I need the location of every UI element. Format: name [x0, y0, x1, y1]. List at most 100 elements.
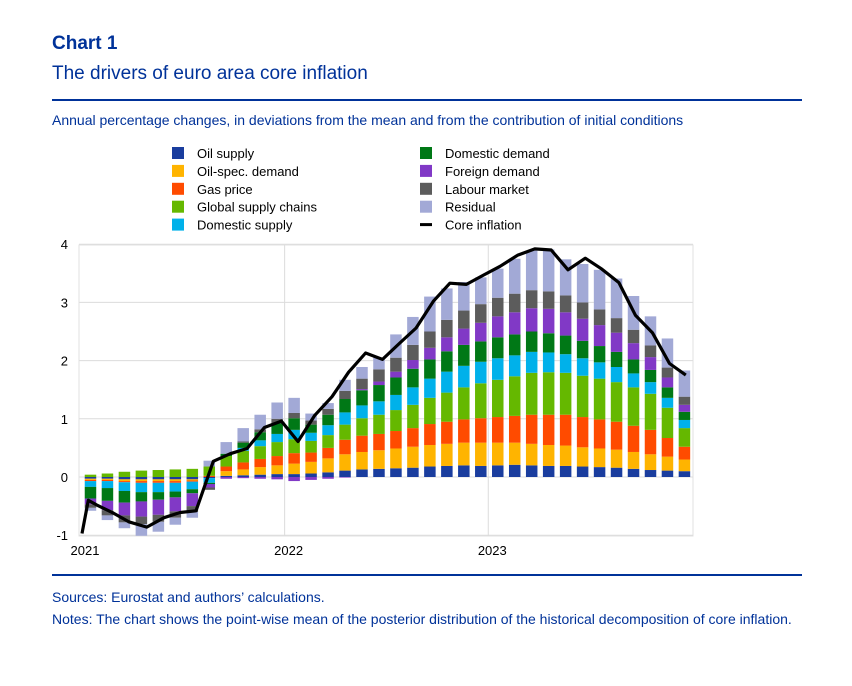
- bar-segment-oil_supply: [542, 465, 555, 477]
- legend-swatch-oil_supply: [172, 147, 184, 159]
- bar-segment-domestic_supply: [390, 394, 402, 411]
- bar-segment-gas_price: [678, 446, 691, 460]
- bar-segment-oil_supply: [118, 477, 131, 480]
- bar-segment-oil_supply: [186, 477, 199, 480]
- bar-segment-domestic_supply: [458, 365, 470, 388]
- bar-segment-oil_supply: [424, 466, 436, 477]
- y-tick-label: 4: [61, 237, 68, 252]
- bar-segment-domestic_supply: [118, 482, 131, 491]
- bar-segment-oil_supply: [322, 472, 334, 477]
- bar-segment-oil_supply: [339, 470, 351, 477]
- bar-segment-domestic_supply: [441, 371, 453, 393]
- bar-segment-oil_supply: [169, 477, 182, 480]
- bar-segment-global_supply: [220, 456, 232, 467]
- bar-segment-oil_demand: [576, 447, 589, 467]
- bar-segment-labour_market: [84, 504, 97, 508]
- bar-segment-domestic_supply: [339, 412, 351, 425]
- bar-segment-residual: [610, 278, 623, 319]
- bar-segment-residual: [186, 511, 199, 518]
- x-tick-label: 2022: [274, 543, 303, 558]
- y-tick-label: 1: [61, 412, 68, 427]
- bar-segment-gas_price: [542, 414, 555, 445]
- bar-segment-residual: [441, 288, 453, 320]
- bar-segment-global_supply: [118, 471, 131, 477]
- bar-segment-gas_price: [593, 419, 606, 449]
- bar-segment-oil_demand: [288, 463, 300, 475]
- core-inflation-line-layer: [80, 247, 687, 534]
- bar-segment-foreign_demand: [390, 371, 402, 378]
- bar-segment-residual: [475, 277, 487, 305]
- sources-note: Sources: Eurostat and authors’ calculati…: [52, 589, 325, 605]
- bar-segment-global_supply: [678, 428, 691, 447]
- bar-segment-domestic_supply: [492, 358, 504, 380]
- axis-labels: -1 0 1 2 3 4 2021 2022 2023: [56, 237, 506, 558]
- bar-segment-foreign_demand: [186, 493, 199, 507]
- bar-segment-oil_supply: [475, 465, 487, 477]
- bar-segment-domestic_supply: [627, 373, 640, 388]
- bar-segment-residual: [118, 522, 131, 529]
- legend-label: Labour market: [445, 182, 529, 197]
- bar-segment-residual: [220, 442, 232, 454]
- bar-segment-labour_market: [186, 506, 199, 512]
- bar-segment-foreign_demand: [288, 477, 300, 482]
- bar-segment-domestic_demand: [508, 334, 521, 356]
- legend-swatch-global_supply: [172, 200, 184, 213]
- bar-segment-domestic_supply: [593, 362, 606, 379]
- bar-segment-oil_demand: [508, 442, 521, 465]
- plot-frame: [78, 244, 694, 537]
- bar-segment-oil_demand: [135, 479, 148, 482]
- bar-segment-oil_demand: [610, 449, 623, 468]
- bar-segment-residual: [169, 517, 182, 525]
- bar-segment-domestic_demand: [627, 359, 640, 374]
- legend-swatch-gas_price: [172, 182, 184, 195]
- bar-segment-domestic_demand: [678, 411, 691, 420]
- bar-segment-global_supply: [542, 372, 555, 415]
- bar-segment-labour_market: [525, 290, 538, 309]
- bar-segment-global_supply: [458, 387, 470, 420]
- bar-segment-labour_market: [237, 441, 249, 443]
- bar-segment-foreign_demand: [644, 357, 657, 370]
- bar-segment-oil_demand: [101, 478, 114, 480]
- bar-segment-oil_supply: [390, 468, 402, 477]
- bar-segment-gas_price: [525, 414, 538, 444]
- bar-segment-labour_market: [101, 510, 114, 516]
- bar-segment-labour_market: [458, 310, 470, 329]
- bar-segment-gas_price: [441, 421, 453, 444]
- legend-swatch-domestic_supply: [172, 218, 184, 231]
- bar-segment-oil_supply: [271, 474, 283, 477]
- bar-segment-domestic_demand: [356, 390, 368, 406]
- bar-segment-oil_demand: [458, 442, 470, 466]
- bar-segment-gas_price: [305, 452, 317, 462]
- bar-segment-oil_supply: [559, 465, 572, 477]
- bar-segment-residual: [542, 249, 555, 292]
- bar-segment-global_supply: [593, 378, 606, 420]
- bar-segment-domestic_demand: [525, 331, 538, 352]
- bar-segment-oil_demand: [661, 456, 674, 471]
- bar-segment-gas_price: [356, 435, 368, 452]
- bar-segment-foreign_demand: [305, 477, 317, 480]
- bar-segment-residual: [203, 460, 216, 467]
- bar-segment-domestic_demand: [424, 359, 436, 379]
- bar-segment-domestic_supply: [373, 401, 385, 415]
- bar-segment-oil_supply: [288, 474, 300, 477]
- bar-segment-foreign_demand: [237, 477, 249, 479]
- legend-swatch-oil_demand: [172, 164, 184, 177]
- bar-segment-domestic_demand: [593, 346, 606, 363]
- bar-segment-global_supply: [424, 397, 436, 425]
- bar-segment-oil_demand: [475, 442, 487, 466]
- bar-segment-oil_demand: [186, 479, 199, 481]
- bar-segment-domestic_supply: [678, 419, 691, 429]
- bar-segment-gas_price: [288, 453, 300, 464]
- bar-segment-oil_supply: [441, 465, 453, 477]
- bar-segment-labour_market: [610, 318, 623, 333]
- bar-segment-global_supply: [169, 469, 182, 477]
- bar-segment-oil_supply: [84, 477, 97, 479]
- legend-swatch-domestic_demand: [420, 147, 432, 159]
- bar-segment-labour_market: [152, 514, 165, 522]
- bar-segment-oil_supply: [152, 477, 165, 480]
- bar-segment-oil_supply: [458, 465, 470, 477]
- gridlines: [79, 243, 693, 536]
- bar-segment-domestic_demand: [135, 492, 148, 502]
- bar-segment-foreign_demand: [254, 477, 266, 479]
